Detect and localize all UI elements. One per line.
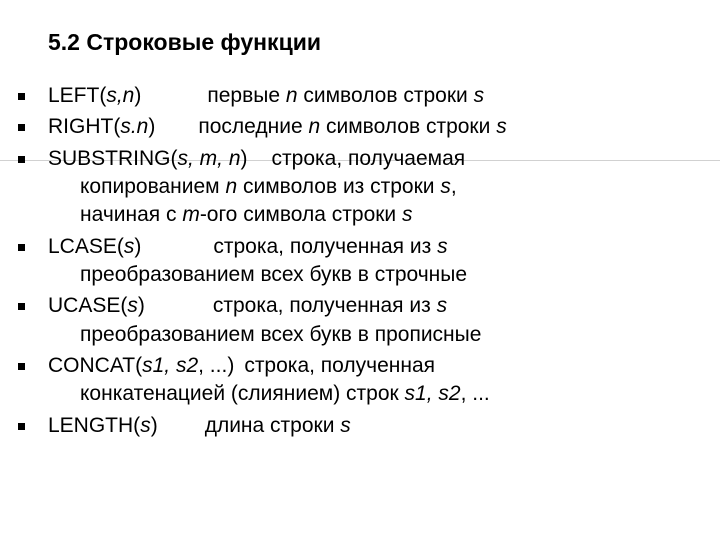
function-description: длина строки s (205, 414, 351, 437)
square-bullet-icon (18, 303, 25, 310)
desc-text: символов строки (320, 115, 496, 138)
continuation-line: преобразованием всех букв в прописные (48, 321, 692, 349)
square-bullet-icon (18, 244, 25, 251)
fn-name-open: LCASE( (48, 235, 124, 258)
italic-text: n (308, 115, 320, 138)
desc-text: первые (207, 84, 286, 107)
square-bullet-icon (18, 363, 25, 370)
continuation-line: копированием n символов из строки s, (48, 173, 692, 201)
fn-args: s (140, 414, 151, 437)
fn-close: ) (134, 84, 141, 107)
desc-text: , ... (461, 382, 490, 405)
fn-close: , ...) (198, 354, 234, 377)
desc-text: последние (198, 115, 308, 138)
desc-text: строка, полученная из (213, 294, 437, 317)
italic-text: s (340, 414, 351, 437)
fn-close: ) (148, 115, 155, 138)
fn-name-open: SUBSTRING( (48, 147, 178, 170)
italic-text: n (286, 84, 298, 107)
function-row: LEFT(s,n) первые n символов строки s (48, 82, 692, 110)
fn-args: s (127, 294, 138, 317)
italic-text: s (437, 235, 448, 258)
function-description: первые n символов строки s (207, 84, 484, 107)
fn-args: s1, s2 (142, 354, 198, 377)
desc-text: преобразованием всех букв в строчные (80, 263, 467, 286)
desc-text: копированием (80, 175, 225, 198)
italic-text: s (440, 175, 451, 198)
desc-text: -ого символа строки (200, 203, 402, 226)
function-entry: UCASE(s)строка, полученная из sпреобразо… (48, 292, 692, 349)
fn-close: ) (134, 235, 141, 258)
function-row: LENGTH(s)длина строки s (48, 412, 692, 440)
function-row: LCASE(s)строка, полученная из s (48, 233, 692, 261)
function-description: строка, полученная из s (213, 235, 447, 258)
square-bullet-icon (18, 423, 25, 430)
function-description: строка, полученная (244, 354, 435, 377)
desc-text: символов строки (298, 84, 474, 107)
fn-close: ) (138, 294, 145, 317)
italic-text: m (182, 203, 200, 226)
fn-name-open: LENGTH( (48, 414, 140, 437)
square-bullet-icon (18, 124, 25, 131)
function-description: последние n символов строки s (198, 115, 506, 138)
function-signature: LCASE(s) (48, 233, 141, 261)
function-signature: CONCAT(s1, s2, ...) (48, 352, 234, 380)
italic-text: s1, s2 (405, 382, 461, 405)
function-entry: RIGHT(s.n) последние n символов строки s (48, 113, 692, 141)
desc-text: символов из строки (237, 175, 440, 198)
function-entry: SUBSTRING(s, m, n) строка, получаемая копи… (48, 145, 692, 230)
fn-args: s.n (120, 115, 148, 138)
desc-text: длина строки (205, 414, 341, 437)
section-heading: 5.2 Строковые функции (48, 28, 692, 58)
function-description: строка, получаемая (272, 147, 466, 170)
fn-name-open: RIGHT( (48, 115, 120, 138)
function-signature: UCASE(s) (48, 292, 145, 320)
italic-text: s (402, 203, 413, 226)
desc-text: начиная с (80, 203, 182, 226)
function-description: строка, полученная из s (213, 294, 447, 317)
desc-text: строка, полученная (244, 354, 435, 377)
function-row: SUBSTRING(s, m, n) строка, получаемая (48, 145, 692, 173)
function-entry: LENGTH(s)длина строки s (48, 412, 692, 440)
italic-text: n (225, 175, 237, 198)
fn-close: ) (151, 414, 158, 437)
function-list: LEFT(s,n)первые n символов строки sRIGHT… (48, 82, 692, 440)
function-row: RIGHT(s.n) последние n символов строки s (48, 113, 692, 141)
italic-text: s (496, 115, 507, 138)
fn-name-open: UCASE( (48, 294, 127, 317)
function-entry: CONCAT(s1, s2, ...)строка, полученнаякон… (48, 352, 692, 409)
desc-text: , (451, 175, 457, 198)
function-entry: LEFT(s,n) первые n символов строки s (48, 82, 692, 110)
italic-text: s (474, 84, 485, 107)
desc-text: конкатенацией (слиянием) строк (80, 382, 405, 405)
fn-args: s, m, n (178, 147, 241, 170)
fn-name-open: LEFT( (48, 84, 106, 107)
desc-text: преобразованием всех букв в прописные (80, 323, 481, 346)
desc-text: строка, полученная из (213, 235, 437, 258)
square-bullet-icon (18, 93, 25, 100)
function-signature: RIGHT(s.n) (48, 113, 155, 141)
function-signature: LEFT(s,n) (48, 82, 141, 110)
function-signature: LENGTH(s) (48, 412, 158, 440)
function-row: CONCAT(s1, s2, ...) строка, полученная (48, 352, 692, 380)
fn-close: ) (241, 147, 248, 170)
continuation-line: начиная с m-ого символа строки s (48, 201, 692, 229)
function-row: UCASE(s)строка, полученная из s (48, 292, 692, 320)
function-signature: SUBSTRING(s, m, n) (48, 145, 248, 173)
continuation-line: преобразованием всех букв в строчные (48, 261, 692, 289)
fn-name-open: CONCAT( (48, 354, 142, 377)
fn-args: s,n (106, 84, 134, 107)
document-body: 5.2 Строковые функции LEFT(s,n)первые n … (48, 28, 692, 440)
function-entry: LCASE(s)строка, полученная из sпреобразо… (48, 233, 692, 290)
fn-args: s (124, 235, 135, 258)
desc-text: строка, получаемая (272, 147, 466, 170)
continuation-line: конкатенацией (слиянием) строк s1, s2, .… (48, 380, 692, 408)
square-bullet-icon (18, 156, 25, 163)
italic-text: s (437, 294, 448, 317)
